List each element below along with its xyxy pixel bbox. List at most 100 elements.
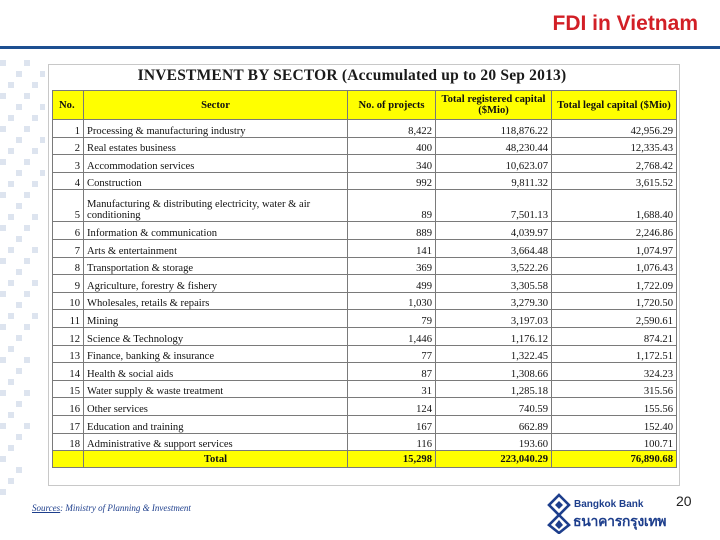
pattern-square bbox=[40, 104, 45, 110]
row-legal-capital: 155.56 bbox=[551, 397, 677, 416]
row-legal-capital: 1,076.43 bbox=[551, 256, 677, 276]
row-sector: Education and training bbox=[83, 414, 348, 434]
pattern-square bbox=[24, 291, 30, 297]
row-legal-capital: 100.71 bbox=[551, 432, 677, 452]
pattern-square bbox=[0, 192, 6, 198]
table-row: 12 Science & Technology 1,446 1,176.12 874.2… bbox=[52, 326, 677, 346]
pattern-square bbox=[0, 159, 6, 165]
pattern-square bbox=[16, 269, 22, 275]
row-registered-capital: 9,811.32 bbox=[435, 171, 552, 191]
table-row: 3 Accommodation services 340 10,623.07 2,768… bbox=[52, 154, 677, 173]
pattern-square bbox=[16, 71, 22, 77]
row-number: 11 bbox=[52, 309, 84, 328]
background-pattern bbox=[0, 60, 45, 510]
table-row: 17 Education and training 167 662.89 152.40 bbox=[52, 414, 677, 434]
row-sector: Processing & manufacturing industry bbox=[83, 119, 348, 138]
pattern-square bbox=[40, 170, 45, 176]
row-number: 4 bbox=[52, 171, 84, 191]
row-number: 9 bbox=[52, 274, 84, 293]
pattern-square bbox=[24, 390, 30, 396]
row-number: 18 bbox=[52, 432, 84, 452]
row-registered-capital: 3,279.30 bbox=[435, 291, 552, 311]
source-text: : Ministry of Planning & Investment bbox=[60, 503, 191, 513]
row-projects: 1,446 bbox=[347, 326, 436, 346]
row-projects: 992 bbox=[347, 171, 436, 191]
row-sector: Construction bbox=[83, 171, 348, 191]
table-row: 10 Wholesales, retails & repairs 1,030 3,27… bbox=[52, 291, 677, 311]
row-number: 14 bbox=[52, 362, 84, 381]
pattern-square bbox=[8, 82, 14, 88]
row-legal-capital: 1,074.97 bbox=[551, 238, 677, 258]
pattern-square bbox=[32, 82, 38, 88]
row-projects: 340 bbox=[347, 154, 436, 173]
row-legal-capital: 12,335.43 bbox=[551, 136, 677, 156]
row-projects: 89 bbox=[347, 189, 436, 223]
bank-name-english: Bangkok Bank bbox=[574, 499, 644, 510]
col-header-projects: No. of projects bbox=[347, 90, 436, 120]
row-registered-capital: 48,230.44 bbox=[435, 136, 552, 156]
pattern-square bbox=[8, 214, 14, 220]
table-row: 16 Other services 124 740.59 155.56 bbox=[52, 397, 677, 416]
pattern-square bbox=[8, 148, 14, 154]
pattern-square bbox=[16, 302, 22, 308]
row-registered-capital: 193.60 bbox=[435, 432, 552, 452]
row-number: 13 bbox=[52, 344, 84, 364]
row-legal-capital: 3,615.52 bbox=[551, 171, 677, 191]
row-registered-capital: 3,305.58 bbox=[435, 274, 552, 293]
row-projects: 369 bbox=[347, 256, 436, 276]
row-registered-capital: 3,522.26 bbox=[435, 256, 552, 276]
row-projects: 116 bbox=[347, 432, 436, 452]
col-header-legal: Total legal capital ($Mio) bbox=[551, 90, 677, 120]
bank-name-thai: ธนาคารกรุงเทพ bbox=[573, 514, 667, 530]
pattern-square bbox=[32, 181, 38, 187]
pattern-square bbox=[16, 137, 22, 143]
pattern-square bbox=[24, 60, 30, 66]
pattern-square bbox=[32, 115, 38, 121]
pattern-square bbox=[32, 280, 38, 286]
row-number: 6 bbox=[52, 221, 84, 240]
row-projects: 1,030 bbox=[347, 291, 436, 311]
row-projects: 31 bbox=[347, 379, 436, 399]
table-row: 4 Construction 992 9,811.32 3,615.52 bbox=[52, 171, 677, 191]
table-row: 8 Transportation & storage 369 3,522.26 1,07… bbox=[52, 256, 677, 276]
slide-header-bar bbox=[0, 0, 720, 46]
row-registered-capital: 118,876.22 bbox=[435, 119, 552, 138]
row-legal-capital: 152.40 bbox=[551, 414, 677, 434]
pattern-square bbox=[8, 181, 14, 187]
row-projects: 124 bbox=[347, 397, 436, 416]
row-projects: 889 bbox=[347, 221, 436, 240]
pattern-square bbox=[24, 225, 30, 231]
pattern-square bbox=[0, 324, 6, 330]
row-registered-capital: 1,285.18 bbox=[435, 379, 552, 399]
row-projects: 77 bbox=[347, 344, 436, 364]
pattern-square bbox=[8, 478, 14, 484]
pattern-square bbox=[16, 434, 22, 440]
pattern-square bbox=[24, 258, 30, 264]
row-projects: 499 bbox=[347, 274, 436, 293]
row-projects: 141 bbox=[347, 238, 436, 258]
row-legal-capital: 42,956.29 bbox=[551, 119, 677, 138]
table-row: 14 Health & social aids 87 1,308.66 324.23 bbox=[52, 362, 677, 381]
pattern-square bbox=[0, 126, 6, 132]
pattern-square bbox=[8, 280, 14, 286]
investment-table: No. Sector No. of projects Total registe… bbox=[52, 90, 677, 469]
row-registered-capital: 1,176.12 bbox=[435, 326, 552, 346]
pattern-square bbox=[16, 335, 22, 341]
row-sector: Transportation & storage bbox=[83, 256, 348, 276]
total-registered: 223,040.29 bbox=[435, 450, 552, 469]
pattern-square bbox=[32, 313, 38, 319]
row-sector: Real estates business bbox=[83, 136, 348, 156]
row-number: 10 bbox=[52, 291, 84, 311]
row-registered-capital: 740.59 bbox=[435, 397, 552, 416]
row-sector: Science & Technology bbox=[83, 326, 348, 346]
table-row: 1 Processing & manufacturing industry 8,42… bbox=[52, 119, 677, 138]
row-projects: 87 bbox=[347, 362, 436, 381]
pattern-square bbox=[32, 148, 38, 154]
pattern-square bbox=[16, 104, 22, 110]
row-number: 12 bbox=[52, 326, 84, 346]
bangkok-bank-logo-icon bbox=[547, 493, 571, 534]
table-row: 5 Manufacturing & distributing electricit… bbox=[52, 189, 677, 223]
pattern-square bbox=[0, 390, 6, 396]
source-label: Sources bbox=[32, 503, 61, 513]
row-number: 7 bbox=[52, 238, 84, 258]
